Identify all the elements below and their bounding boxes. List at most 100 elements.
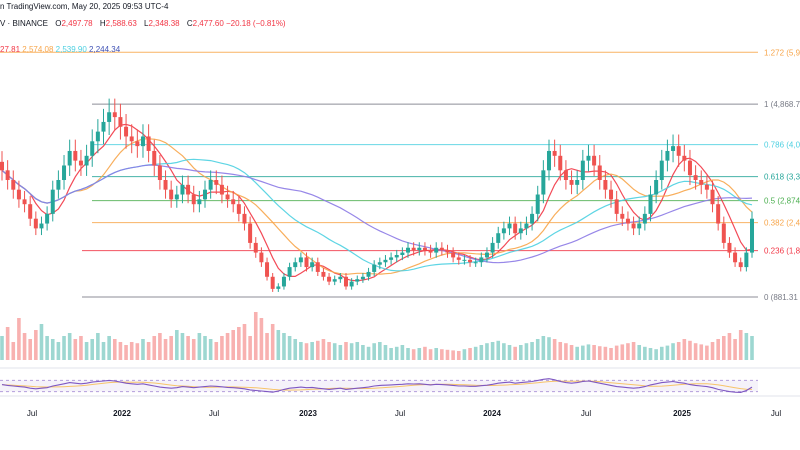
- candle-body: [530, 213, 535, 224]
- volume-bar: [693, 343, 698, 360]
- candle-body: [721, 223, 726, 243]
- candle-body: [468, 259, 473, 263]
- candle-body: [90, 141, 95, 156]
- candle-body: [750, 218, 754, 253]
- candle-body: [744, 252, 749, 268]
- volume-bar: [738, 330, 743, 360]
- candle-body: [733, 252, 738, 263]
- candle-body: [203, 189, 208, 200]
- volume-bars: [0, 312, 754, 360]
- candle-body: [586, 155, 591, 161]
- volume-bar: [321, 339, 326, 360]
- candle-body: [0, 161, 4, 171]
- volume-bar: [665, 345, 670, 360]
- volume-bar: [180, 333, 185, 360]
- rsi-line: [1, 378, 753, 393]
- x-axis-tick-label: Jul: [395, 409, 405, 418]
- candle-body: [631, 223, 636, 229]
- candle-body: [78, 160, 83, 166]
- candle-body: [231, 199, 236, 205]
- volume-bar: [152, 336, 157, 360]
- volume-bar: [417, 348, 422, 360]
- volume-bar: [445, 349, 450, 360]
- volume-bar: [688, 340, 692, 360]
- candle-body: [676, 146, 681, 156]
- candle-body: [219, 184, 224, 195]
- volume-bar: [225, 333, 230, 360]
- volume-bar: [614, 345, 619, 360]
- volume-bar: [716, 339, 720, 360]
- volume-bar: [276, 330, 281, 360]
- candle-body: [16, 189, 21, 200]
- volume-bar: [383, 345, 388, 360]
- volume-bar: [34, 330, 38, 360]
- candle-body: [377, 262, 382, 265]
- candle-body: [360, 276, 365, 280]
- ohlc-high-label: H: [99, 19, 106, 28]
- candle-body: [535, 194, 540, 214]
- volume-bar: [400, 345, 405, 360]
- ma-line-3: [1, 158, 753, 272]
- volume-bar: [597, 346, 602, 360]
- header-ma-values: 27.81 2,574.08 2,539.90 2,244.34: [0, 45, 120, 54]
- x-axis-tick-label: Jul: [209, 409, 219, 418]
- volume-bar: [530, 342, 534, 360]
- fib-label-0_236: 0.236 (1,8: [764, 247, 800, 256]
- candle-body: [276, 286, 281, 289]
- candle-body: [84, 155, 89, 166]
- volume-bar: [118, 342, 123, 360]
- fib-label-1: 1 (4,868.7: [764, 100, 800, 109]
- candle-body: [248, 223, 253, 243]
- candle-body: [45, 213, 50, 224]
- candle-body: [625, 218, 630, 224]
- candle-body: [693, 175, 698, 180]
- volume-bar: [203, 336, 207, 360]
- candle-body: [129, 136, 134, 142]
- candle-body: [473, 262, 478, 264]
- volume-bar: [502, 343, 506, 360]
- volume-bar: [394, 346, 399, 360]
- volume-bar: [682, 339, 687, 360]
- volume-bar: [485, 343, 489, 360]
- fib-levels: 1.272 (5,9 1 (4,868.7 0.786 (4,0 0.618 (3,3…: [0, 48, 800, 302]
- volume-bar: [372, 343, 376, 360]
- volume-bar: [124, 345, 128, 360]
- volume-bar: [564, 343, 568, 360]
- volume-bar: [158, 333, 162, 360]
- fib-label-0_618: 0.618 (3,3: [764, 173, 800, 182]
- volume-bar: [107, 336, 111, 360]
- candle-body: [186, 184, 191, 195]
- x-axis-tick-label: 2025: [673, 409, 691, 418]
- candles[interactable]: [0, 98, 754, 292]
- volume-bar: [5, 327, 10, 360]
- volume-bar: [558, 342, 563, 360]
- candle-body: [451, 252, 456, 258]
- symbol-label: V · BINANCE: [0, 19, 49, 28]
- volume-bar: [361, 345, 365, 360]
- fib-label-1_272: 1.272 (5,9: [764, 48, 800, 57]
- volume-bar: [299, 342, 303, 360]
- volume-bar: [169, 336, 173, 360]
- volume-bar: [518, 345, 523, 360]
- volume-bar: [332, 343, 337, 360]
- candle-body: [349, 281, 354, 287]
- candle-body: [5, 170, 10, 180]
- candle-body: [648, 194, 653, 214]
- volume-bar: [237, 327, 241, 360]
- candle-body: [603, 180, 608, 190]
- ma-line-1: [1, 123, 753, 282]
- candle-body: [107, 112, 112, 122]
- volume-bar: [293, 339, 298, 360]
- volume-bar: [411, 349, 416, 360]
- volume-bar: [259, 318, 264, 360]
- volume-bar: [146, 342, 151, 360]
- candle-body: [496, 233, 501, 243]
- ohlc-high-value: 2,588.63: [105, 19, 137, 28]
- volume-bar: [378, 342, 382, 360]
- volume-bar: [626, 343, 630, 360]
- volume-bar: [45, 336, 49, 360]
- volume-bar: [592, 345, 596, 360]
- candle-body: [597, 165, 602, 180]
- candle-body: [101, 121, 106, 132]
